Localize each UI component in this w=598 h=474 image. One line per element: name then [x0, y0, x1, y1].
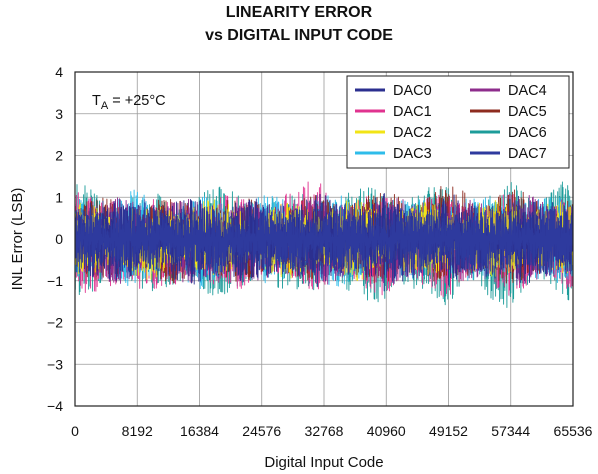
x-tick-label: 57344 — [491, 423, 530, 439]
chart-subtitle: vs DIGITAL INPUT CODE — [205, 27, 393, 44]
y-axis-label: INL Error (LSB) — [9, 188, 26, 291]
x-tick-label: 8192 — [122, 423, 153, 439]
y-tick-label: 1 — [55, 189, 63, 205]
x-tick-label: 32768 — [305, 423, 344, 439]
legend-label: DAC2 — [393, 125, 432, 141]
chart-title: LINEARITY ERROR — [225, 4, 373, 21]
y-tick-label: 2 — [55, 148, 63, 164]
x-tick-label: 65536 — [554, 423, 593, 439]
series-layer — [74, 181, 574, 308]
y-tick-label: −3 — [47, 356, 63, 372]
legend-label: DAC7 — [508, 146, 547, 162]
legend: DAC0 DAC1 DAC2 DAC3 DAC4 DAC5 DAC6 DAC7 — [346, 75, 570, 169]
x-tick-label: 24576 — [242, 423, 281, 439]
y-tick-label: −2 — [47, 315, 63, 331]
y-tick-label: 3 — [55, 106, 63, 122]
legend-label: DAC3 — [393, 146, 432, 162]
legend-label: DAC1 — [393, 104, 432, 120]
x-tick-label: 16384 — [180, 423, 219, 439]
legend-label: DAC4 — [508, 83, 547, 99]
legend-label: DAC5 — [508, 104, 547, 120]
temperature-annotation: TA = +25°C — [92, 93, 166, 112]
x-tick-label: 0 — [71, 423, 79, 439]
y-tick-label: 4 — [55, 64, 63, 80]
x-tick-label: 40960 — [367, 423, 406, 439]
legend-label: DAC0 — [393, 83, 432, 99]
y-tick-label: −1 — [47, 273, 63, 289]
plot-frame — [74, 71, 574, 407]
y-tick-label: 0 — [55, 231, 63, 247]
x-axis-label: Digital Input Code — [264, 454, 383, 471]
series-dac7 — [74, 201, 574, 281]
y-tick-label: −4 — [47, 398, 63, 414]
x-tick-label: 49152 — [429, 423, 468, 439]
legend-label: DAC6 — [508, 125, 547, 141]
tick-labels: 0 8192 16384 24576 32768 40960 49152 57344 65536… — [47, 64, 593, 439]
